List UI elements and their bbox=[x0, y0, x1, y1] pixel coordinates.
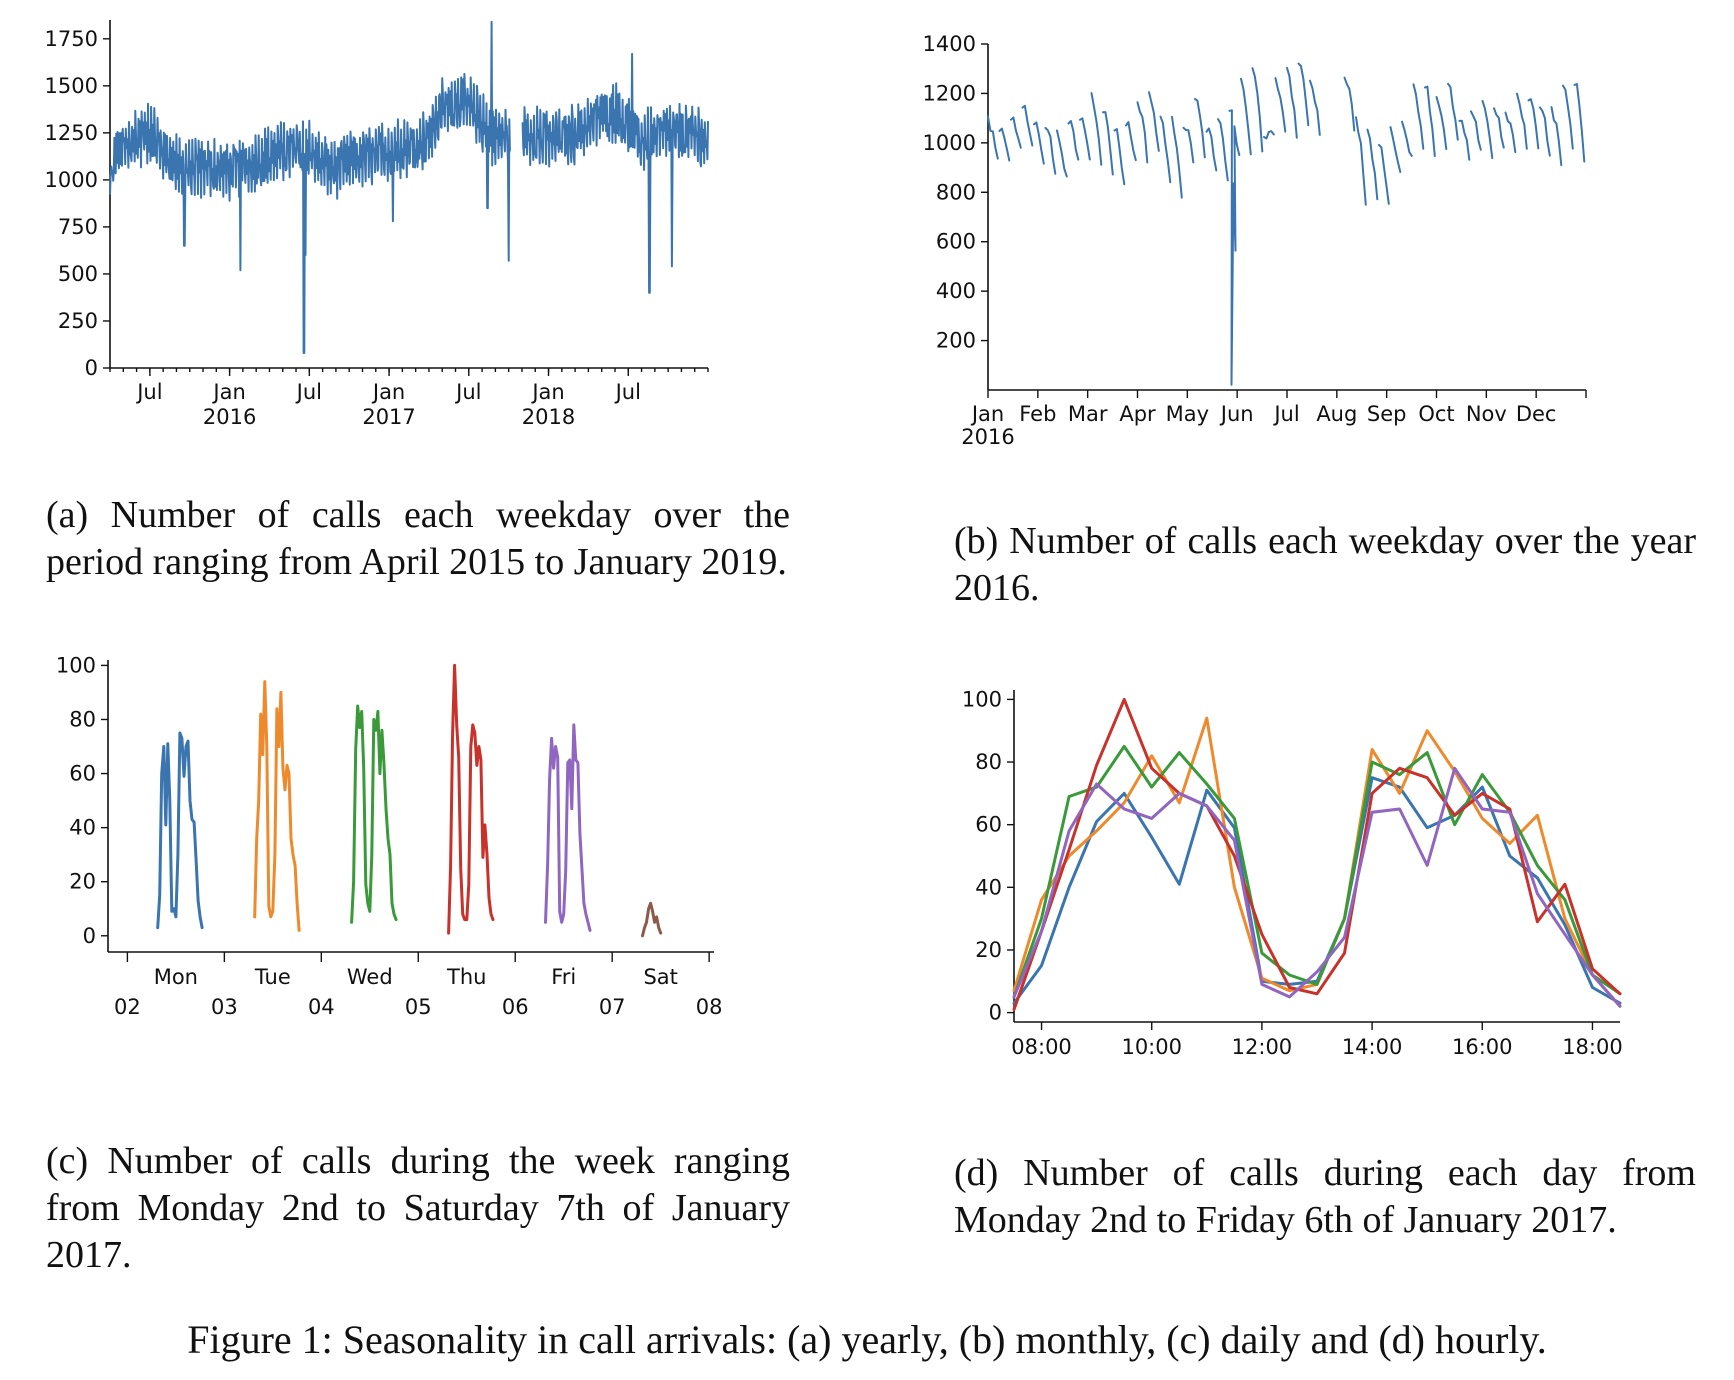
chart-a-x-tick-label: Jul bbox=[454, 380, 481, 404]
chart-d-x-tick-label: 18:00 bbox=[1562, 1035, 1623, 1059]
chart-c-series-1 bbox=[156, 731, 204, 930]
chart-c-series-3 bbox=[350, 704, 398, 924]
chart-c-x-tick-label: 04 bbox=[308, 995, 335, 1019]
chart-c-day-label: Thu bbox=[446, 965, 486, 989]
chart-b-x-tick-label: Jul bbox=[1272, 402, 1299, 426]
chart-c-svg: 0 20 40 60 80 100 02 03 04 05 06 07 08 Mon Tue Wed Thu Fr… bbox=[56, 653, 723, 1019]
chart-c-series-6 bbox=[641, 901, 663, 938]
chart-b-series-line bbox=[987, 62, 1586, 386]
chart-a-y-tick-label: 1000 bbox=[45, 168, 98, 192]
chart-b-y-tick-label: 200 bbox=[936, 329, 976, 353]
chart-a-series-line bbox=[109, 20, 709, 354]
chart-b: 200 400 600 800 1000 1200 1400 Jan 2016 Feb Mar Apr… bbox=[923, 30, 1720, 510]
chart-b-x-tick-sublabel: 2016 bbox=[961, 425, 1014, 449]
chart-c-day-label: Fri bbox=[551, 965, 576, 989]
chart-d-series-3 bbox=[1012, 744, 1622, 999]
chart-c-y-tick-label: 40 bbox=[69, 816, 96, 840]
chart-d-series-2 bbox=[1012, 716, 1622, 1008]
chart-c-day-label: Tue bbox=[254, 965, 291, 989]
chart-a-x-tick-label: Jan bbox=[530, 380, 564, 404]
chart-c-day-label: Sat bbox=[643, 965, 677, 989]
chart-b-y-tick-label: 1000 bbox=[923, 131, 976, 155]
chart-b-x-tick-label: May bbox=[1166, 402, 1209, 426]
chart-d-y-tick-label: 80 bbox=[975, 750, 1002, 774]
chart-c-series-5 bbox=[544, 723, 592, 932]
chart-d-y-tick-label: 0 bbox=[989, 1001, 1002, 1025]
caption-d: (d) Number of calls during each day from… bbox=[954, 1152, 1696, 1241]
chart-c-y-tick-label: 20 bbox=[69, 870, 96, 894]
chart-b-x-tick-label: Oct bbox=[1418, 402, 1454, 426]
chart-d-y-tick-label: 100 bbox=[962, 687, 1002, 711]
chart-c-x-tick-label: 03 bbox=[211, 995, 238, 1019]
chart-a-x-tick-label: Jul bbox=[295, 380, 322, 404]
chart-c-day-label: Mon bbox=[154, 965, 198, 989]
chart-b-y-tick-label: 400 bbox=[936, 279, 976, 303]
chart-c: 0 20 40 60 80 100 02 03 04 05 06 07 08 Mon Tue Wed Thu Fr… bbox=[40, 653, 800, 1140]
chart-a-x-tick-label: Jul bbox=[614, 380, 641, 404]
chart-c-y-tick-label: 80 bbox=[69, 707, 96, 731]
chart-c-y-tick-label: 100 bbox=[56, 653, 96, 677]
chart-b-x-tick-label: Apr bbox=[1119, 402, 1156, 426]
caption-b: (b) Number of calls each weekday over th… bbox=[954, 520, 1696, 609]
chart-b-x-tick-label: Feb bbox=[1019, 402, 1056, 426]
chart-b-y-tick-label: 1200 bbox=[923, 81, 976, 105]
chart-a-y-tick-label: 1750 bbox=[45, 27, 98, 51]
chart-d-svg: 0 20 40 60 80 100 08:00 10:00 12:00 14:00 16:00 18:… bbox=[962, 687, 1623, 1059]
chart-a-y-tick-label: 1250 bbox=[45, 121, 98, 145]
chart-c-series-4 bbox=[447, 663, 495, 935]
chart-b-x-tick-label: Jan bbox=[970, 402, 1004, 426]
chart-d-series-5 bbox=[1012, 766, 1622, 1008]
chart-c-x-tick-label: 08 bbox=[696, 995, 723, 1019]
chart-d-x-tick-label: 08:00 bbox=[1011, 1035, 1072, 1059]
chart-b-y-tick-label: 600 bbox=[936, 230, 976, 254]
chart-d-x-tick-label: 16:00 bbox=[1452, 1035, 1513, 1059]
chart-b-x-tick-label: Jun bbox=[1219, 402, 1254, 426]
chart-b-x-tick-label: Aug bbox=[1316, 402, 1357, 426]
chart-a-x-tick-label: Jan bbox=[211, 380, 245, 404]
chart-d-y-tick-label: 60 bbox=[975, 813, 1002, 837]
chart-c-x-tick-label: 02 bbox=[114, 995, 141, 1019]
chart-b-x-tick-label: Mar bbox=[1068, 402, 1108, 426]
chart-b-x-tick-label: Dec bbox=[1516, 402, 1557, 426]
chart-d-x-tick-label: 14:00 bbox=[1342, 1035, 1403, 1059]
chart-a-x-tick-label: Jul bbox=[135, 380, 162, 404]
chart-a: 0 250 500 750 1000 1250 1500 1750 Jul Jan 2016 Jul J… bbox=[40, 0, 800, 460]
chart-b-y-tick-label: 1400 bbox=[923, 32, 976, 56]
chart-c-x-tick-label: 07 bbox=[599, 995, 626, 1019]
chart-b-x-tick-label: Nov bbox=[1466, 402, 1507, 426]
chart-b-y-tick-label: 800 bbox=[936, 180, 976, 204]
chart-a-y-tick-label: 0 bbox=[85, 356, 98, 380]
chart-a-y-tick-label: 1500 bbox=[45, 74, 98, 98]
chart-a-x-tick-label: Jan bbox=[371, 380, 405, 404]
chart-a-x-tick-sublabel: 2018 bbox=[522, 405, 575, 429]
chart-c-y-tick-label: 60 bbox=[69, 762, 96, 786]
chart-a-y-tick-label: 750 bbox=[58, 215, 98, 239]
chart-a-x-tick-sublabel: 2017 bbox=[362, 405, 415, 429]
chart-c-day-label: Wed bbox=[347, 965, 393, 989]
chart-d-x-tick-label: 12:00 bbox=[1232, 1035, 1293, 1059]
chart-a-y-tick-label: 250 bbox=[58, 309, 98, 333]
chart-d-y-tick-label: 40 bbox=[975, 875, 1002, 899]
caption-a: (a) Number of calls each weekday over th… bbox=[46, 494, 790, 583]
chart-c-y-tick-label: 0 bbox=[83, 924, 96, 948]
chart-d-x-tick-label: 10:00 bbox=[1121, 1035, 1182, 1059]
chart-a-x-tick-sublabel: 2016 bbox=[203, 405, 256, 429]
chart-c-series-2 bbox=[253, 680, 301, 932]
chart-c-x-tick-label: 05 bbox=[405, 995, 432, 1019]
chart-b-x-tick-label: Sep bbox=[1367, 402, 1407, 426]
chart-a-y-tick-label: 500 bbox=[58, 262, 98, 286]
chart-c-x-tick-label: 06 bbox=[502, 995, 529, 1019]
chart-d-series-4 bbox=[1012, 697, 1622, 1011]
chart-d: 0 20 40 60 80 100 08:00 10:00 12:00 14:00 16:00 18:… bbox=[940, 687, 1720, 1150]
figure-caption: Figure 1: Seasonality in call arrivals: … bbox=[187, 1317, 1547, 1362]
chart-d-y-tick-label: 20 bbox=[975, 938, 1002, 962]
caption-c: (c) Number of calls during the week rang… bbox=[46, 1140, 790, 1276]
